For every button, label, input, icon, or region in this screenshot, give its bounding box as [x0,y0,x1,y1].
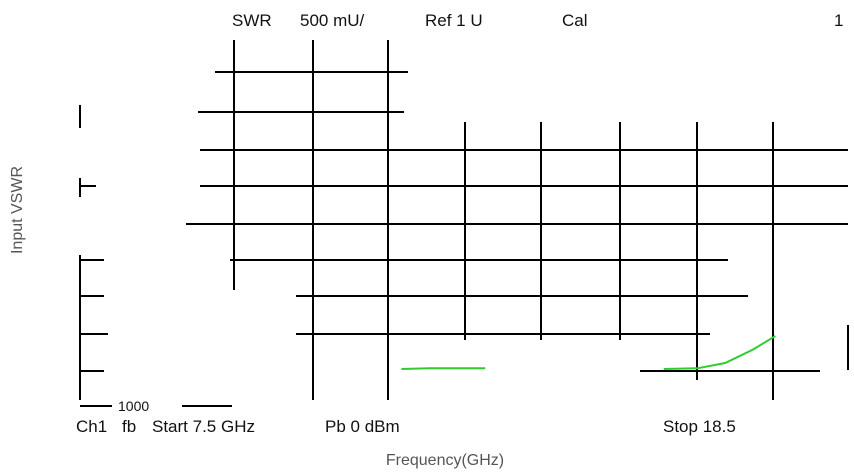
footer-start: Start 7.5 GHz [152,417,255,436]
footer-channel: Ch1 [76,417,107,436]
header-scale: 500 mU/ [300,11,365,30]
footer-mode: fb [122,417,136,436]
footer-power: Pb 0 dBm [325,417,400,436]
x-axis-title: Frequency(GHz) [386,452,504,469]
header-bar: SWR 500 mU/ Ref 1 U Cal 1 [232,11,843,30]
footer-bar: Ch1 fb Start 7.5 GHz Pb 0 dBm Stop 18.5 [76,417,736,436]
y-axis-title: Input VSWR [9,166,26,254]
footer-stop: Stop 18.5 [663,417,736,436]
mask-block [96,290,296,400]
trace-segment [663,335,776,370]
header-reference: Ref 1 U [425,11,483,30]
mask-block [640,380,710,420]
header-measurement: SWR [232,11,272,30]
y-tick-label: 1000 [118,398,149,414]
trace-segment [401,367,486,370]
plot-grid [96,40,849,420]
header-channel-index: 1 [834,11,843,30]
y-axis-ticks: 1000 [79,105,232,414]
header-cal: Cal [562,11,588,30]
mask-block [420,340,640,420]
trace-layer [401,335,776,370]
